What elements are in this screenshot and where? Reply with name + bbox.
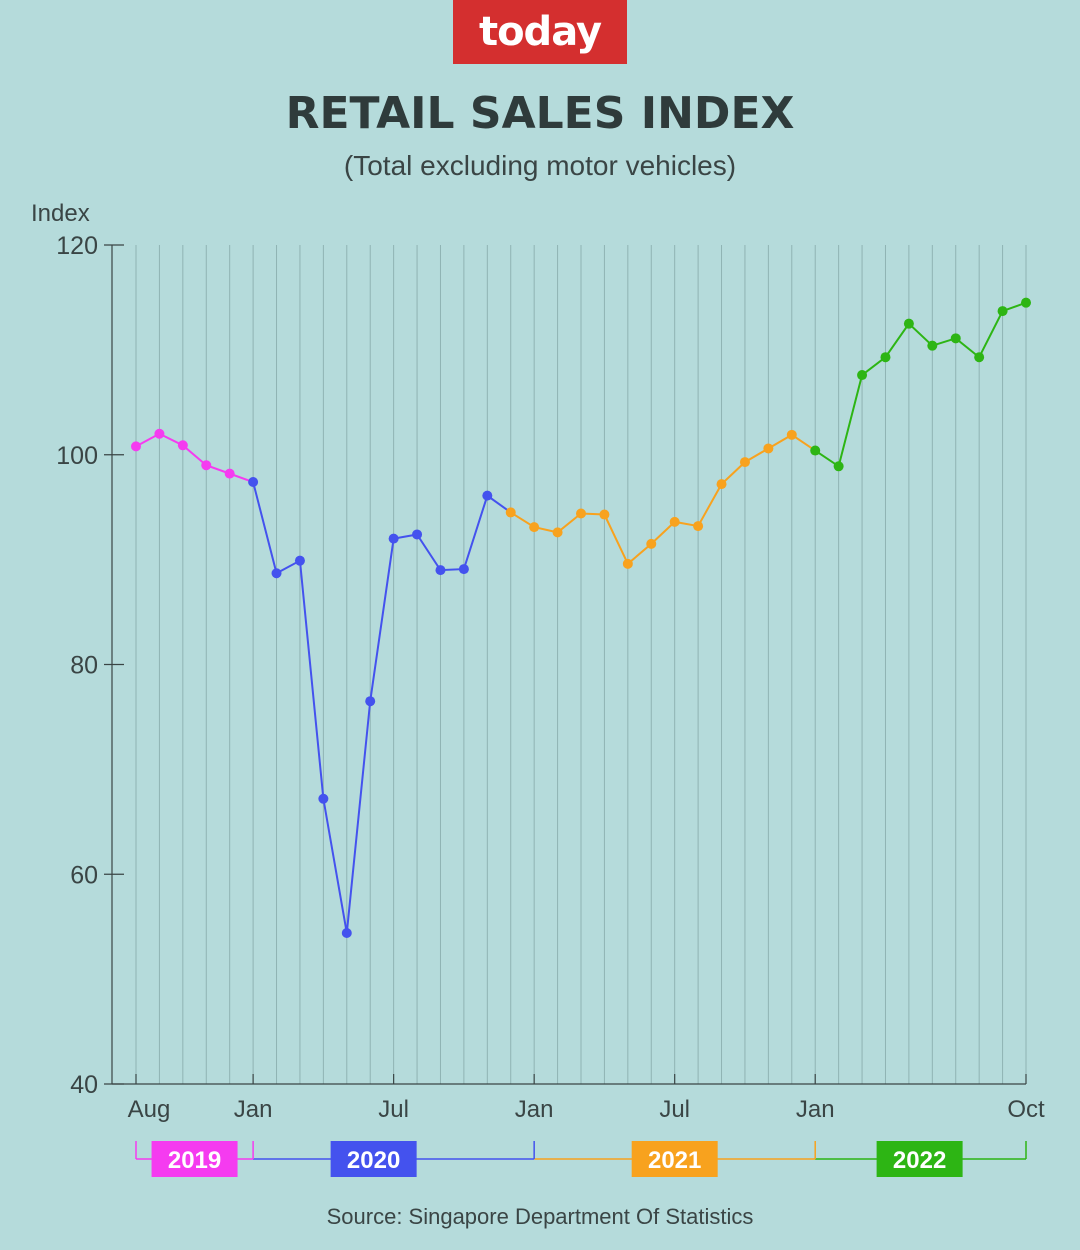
- data-point: [412, 529, 423, 540]
- y-tick-label: 100: [56, 442, 98, 470]
- grid-lines: [135, 245, 1027, 1084]
- year-label-box-2022: [876, 1141, 963, 1177]
- data-point: [201, 460, 212, 471]
- data-point: [693, 521, 704, 532]
- x-tick-label: Oct: [1007, 1096, 1045, 1123]
- series-line-2021: [510, 433, 816, 566]
- data-point: [739, 457, 750, 468]
- data-point: [131, 441, 141, 452]
- x-tick-label: Jan: [796, 1096, 835, 1123]
- data-point: [552, 527, 563, 538]
- y-axis-title: Index: [31, 200, 90, 227]
- data-point: [224, 468, 235, 479]
- data-point: [950, 333, 961, 344]
- chart-axes: [104, 244, 1027, 1085]
- data-point: [903, 318, 914, 329]
- source-note: Source: Singapore Department Of Statisti…: [326, 1204, 754, 1229]
- data-point: [177, 440, 188, 451]
- data-point: [388, 533, 399, 544]
- data-point: [271, 568, 282, 579]
- chart-subtitle: (Total excluding motor vehicles): [343, 150, 737, 181]
- data-point: [576, 508, 586, 519]
- data-point: [857, 370, 868, 381]
- data-point: [880, 352, 891, 363]
- x-tick-label: Jul: [659, 1096, 690, 1123]
- year-label-box-2021: [631, 1141, 718, 1177]
- data-point: [786, 429, 797, 440]
- year-label-2019: 2019: [168, 1147, 221, 1174]
- y-tick-label: 120: [56, 232, 98, 260]
- data-point: [763, 443, 774, 454]
- data-point: [529, 522, 540, 533]
- data-point: [482, 490, 493, 501]
- data-point: [341, 927, 352, 938]
- year-label-2022: 2022: [893, 1147, 946, 1174]
- x-tick-label: Jan: [515, 1096, 554, 1123]
- data-point: [833, 461, 844, 472]
- year-label-box-2020: [330, 1141, 417, 1177]
- tick-labels: 40 60 80 100 120 Index Aug Jan Jul Jan Jul Jan Oct: [31, 200, 1045, 1123]
- data-point: [154, 428, 165, 439]
- data-point: [622, 558, 633, 569]
- data-point: [646, 538, 657, 549]
- data-point: [1021, 297, 1031, 308]
- data-point: [997, 306, 1008, 317]
- series-line-2022: [814, 301, 1027, 468]
- x-tick-label: Jul: [378, 1096, 409, 1123]
- series-points: [131, 297, 1031, 938]
- data-point: [669, 516, 680, 527]
- data-point: [599, 509, 610, 520]
- data-point: [435, 565, 446, 576]
- brand-logo: today: [453, 0, 627, 64]
- year-label-2021: 2021: [648, 1147, 701, 1174]
- data-point: [505, 507, 516, 518]
- series-line-2019: [135, 432, 254, 483]
- data-point: [810, 445, 821, 456]
- data-point: [248, 477, 259, 488]
- y-tick-label: 40: [70, 1071, 98, 1099]
- data-point: [458, 564, 469, 575]
- chart-title: RETAIL SALES INDEX: [285, 88, 795, 139]
- data-point: [716, 479, 727, 490]
- data-point: [294, 555, 305, 566]
- x-tick-label: Aug: [128, 1096, 171, 1123]
- data-point: [365, 696, 376, 707]
- x-tick-label: Jan: [234, 1096, 273, 1123]
- series-line-2020: [252, 481, 512, 934]
- line-chart: 40 60 80 100 120 Index Aug Jan Jul Jan Jul Jan Oct 2…: [31, 200, 1045, 1177]
- data-point: [927, 340, 938, 351]
- y-tick-label: 80: [70, 652, 98, 680]
- y-tick-label: 60: [70, 861, 98, 889]
- year-brackets: 2019 2020 2021 2022: [135, 1141, 1027, 1177]
- data-point: [974, 352, 985, 363]
- year-label-box-2019: [151, 1141, 238, 1177]
- year-label-2020: 2020: [347, 1147, 400, 1174]
- data-point: [318, 793, 329, 804]
